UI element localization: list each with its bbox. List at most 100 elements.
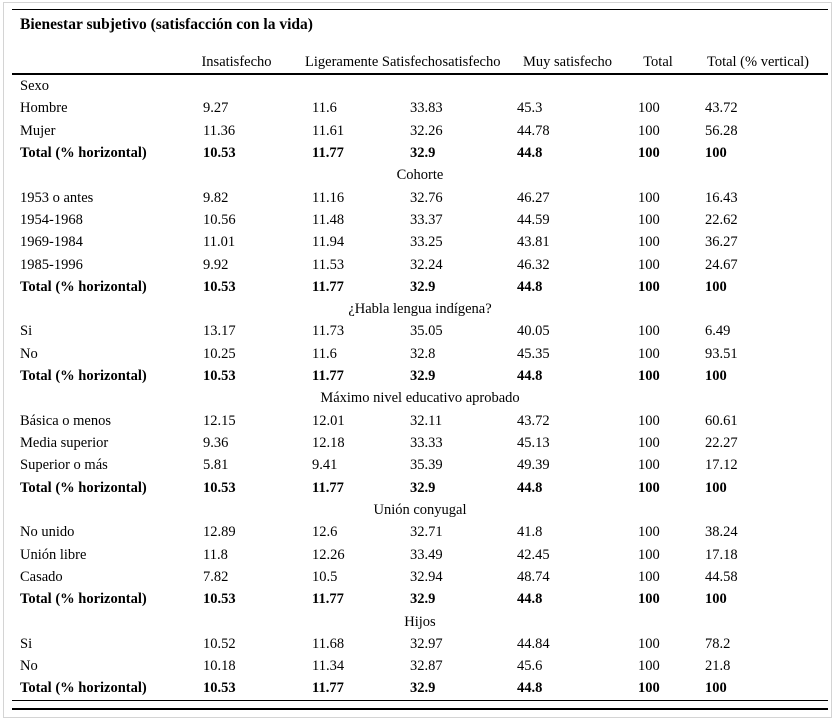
value-cell: 32.97 bbox=[410, 635, 443, 652]
column-header-insatisfecho: Insatisfecho bbox=[201, 54, 272, 70]
value-cell: 11.34 bbox=[312, 658, 345, 675]
row-label: Casado bbox=[20, 568, 63, 585]
value-cell: 11.36 bbox=[203, 122, 236, 139]
table-row: Si 10.52 11.68 32.97 44.84 100 78.2 bbox=[12, 633, 828, 655]
value-cell: 43.72 bbox=[705, 100, 738, 117]
value-cell: 100 bbox=[638, 635, 660, 652]
value-cell: 100 bbox=[638, 435, 660, 451]
value-cell: 32.9 bbox=[410, 479, 436, 496]
value-cell: 48.74 bbox=[517, 568, 550, 585]
value-cell: 11.48 bbox=[312, 211, 345, 228]
value-cell: 35.39 bbox=[410, 457, 443, 474]
table-body: Sexo Hombre 9.27 11.6 33.83 45.3 100 43.72 Mujer… bbox=[12, 75, 828, 700]
value-cell: 11.73 bbox=[312, 323, 345, 340]
table-row: Mujer 11.36 11.61 32.26 44.78 100 56.28 bbox=[12, 120, 828, 142]
value-cell: 12.6 bbox=[312, 524, 338, 541]
section-header-row: Sexo bbox=[20, 78, 49, 94]
table-title: Bienestar subjetivo (satisfacción con la… bbox=[20, 16, 313, 33]
value-cell: 35.05 bbox=[410, 323, 443, 340]
row-label: 1953 o antes bbox=[20, 189, 94, 206]
row-label: Superior o más bbox=[20, 457, 108, 474]
value-cell: 32.9 bbox=[410, 591, 436, 608]
value-cell: 60.61 bbox=[705, 412, 738, 429]
table-row: Superior o más 5.81 9.41 35.39 49.39 100 17.12 bbox=[12, 454, 828, 476]
value-cell: 100 bbox=[638, 234, 660, 251]
section-header-row: Hijos bbox=[404, 613, 436, 630]
value-cell: 5.81 bbox=[203, 457, 229, 474]
value-cell: 44.58 bbox=[705, 568, 738, 585]
row-label: Unión libre bbox=[20, 546, 87, 563]
total-row: Total (% horizontal) 10.53 11.77 32.9 44.8 10… bbox=[12, 276, 828, 298]
row-label: 1954-1968 bbox=[20, 211, 83, 228]
value-cell: 100 bbox=[638, 256, 660, 273]
row-label: Total (% horizontal) bbox=[20, 479, 147, 496]
value-cell: 11.77 bbox=[312, 591, 344, 608]
value-cell: 38.24 bbox=[705, 524, 738, 541]
value-cell: 11.8 bbox=[203, 546, 228, 563]
table-row: 1969-1984 11.01 11.94 33.25 43.81 100 36.27 bbox=[12, 231, 828, 253]
table-header-row: Insatisfecho Ligeramente Satisfecho sati… bbox=[12, 47, 828, 75]
value-cell: 9.41 bbox=[312, 457, 338, 474]
column-header-muy-satisfecho: Muy satisfecho bbox=[523, 54, 612, 70]
value-cell: 33.33 bbox=[410, 435, 443, 451]
value-cell: 45.3 bbox=[517, 100, 543, 117]
value-cell: 10.53 bbox=[203, 479, 236, 496]
value-cell: 10.25 bbox=[203, 345, 236, 362]
value-cell: 21.8 bbox=[705, 658, 731, 675]
value-cell: 24.67 bbox=[705, 256, 738, 273]
value-cell: 78.2 bbox=[705, 635, 731, 652]
value-cell: 100 bbox=[705, 278, 727, 295]
total-row: Total (% horizontal) 10.53 11.77 32.9 44.8 10… bbox=[12, 477, 828, 499]
value-cell: 32.9 bbox=[410, 680, 436, 697]
value-cell: 100 bbox=[638, 189, 660, 206]
value-cell: 17.12 bbox=[705, 457, 738, 474]
value-cell: 44.8 bbox=[517, 278, 543, 295]
section-header-row: Cohorte bbox=[396, 167, 444, 184]
value-cell: 32.87 bbox=[410, 658, 443, 675]
table-row: Básica o menos 12.15 12.01 32.11 43.72 100 60.… bbox=[12, 410, 828, 432]
value-cell: 11.16 bbox=[312, 189, 345, 206]
value-cell: 11.94 bbox=[312, 234, 345, 251]
value-cell: 100 bbox=[638, 524, 660, 541]
value-cell: 11.6 bbox=[312, 100, 337, 117]
value-cell: 56.28 bbox=[705, 122, 738, 139]
value-cell: 7.82 bbox=[203, 568, 229, 585]
value-cell: 33.49 bbox=[410, 546, 443, 563]
bottom-rule bbox=[12, 699, 828, 710]
value-cell: 11.6 bbox=[312, 345, 337, 362]
value-cell: 10.53 bbox=[203, 680, 236, 697]
value-cell: 32.9 bbox=[410, 144, 436, 161]
value-cell: 100 bbox=[638, 278, 660, 295]
value-cell: 100 bbox=[638, 144, 660, 161]
value-cell: 46.32 bbox=[517, 256, 550, 273]
value-cell: 32.71 bbox=[410, 524, 443, 541]
value-cell: 100 bbox=[638, 368, 660, 385]
value-cell: 10.53 bbox=[203, 144, 236, 161]
value-cell: 11.61 bbox=[312, 122, 345, 139]
value-cell: 100 bbox=[705, 479, 727, 496]
value-cell: 43.81 bbox=[517, 234, 550, 251]
value-cell: 44.8 bbox=[517, 368, 543, 385]
value-cell: 11.77 bbox=[312, 278, 344, 295]
value-cell: 32.11 bbox=[410, 412, 443, 429]
value-cell: 45.13 bbox=[517, 435, 550, 451]
value-cell: 100 bbox=[638, 122, 660, 139]
value-cell: 13.17 bbox=[203, 323, 236, 340]
value-cell: 12.89 bbox=[203, 524, 236, 541]
value-cell: 44.78 bbox=[517, 122, 550, 139]
total-row: Total (% horizontal) 10.53 11.77 32.9 44.8 10… bbox=[12, 142, 828, 164]
value-cell: 11.77 bbox=[312, 368, 344, 385]
value-cell: 45.35 bbox=[517, 345, 550, 362]
value-cell: 100 bbox=[638, 479, 660, 496]
value-cell: 46.27 bbox=[517, 189, 550, 206]
value-cell: 100 bbox=[638, 658, 660, 675]
value-cell: 11.68 bbox=[312, 635, 345, 652]
value-cell: 100 bbox=[638, 323, 660, 340]
value-cell: 41.8 bbox=[517, 524, 543, 541]
row-label: 1985-1996 bbox=[20, 256, 83, 273]
value-cell: 10.52 bbox=[203, 635, 236, 652]
value-cell: 11.77 bbox=[312, 680, 344, 697]
value-cell: 16.43 bbox=[705, 189, 738, 206]
row-label: No bbox=[20, 658, 38, 675]
value-cell: 100 bbox=[638, 100, 660, 117]
